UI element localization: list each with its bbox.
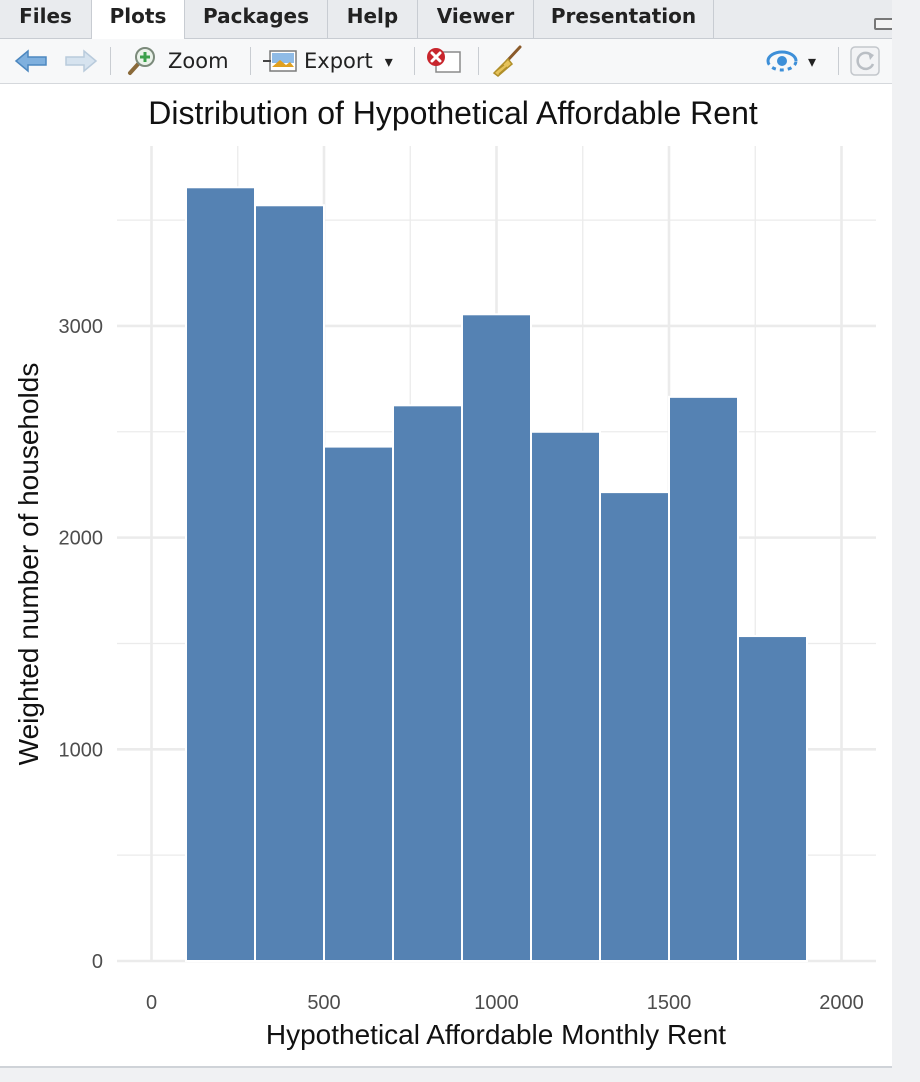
broom-icon: [492, 45, 522, 77]
histogram-bar: [185, 186, 256, 962]
remove-plot-button[interactable]: [424, 39, 464, 83]
x-tick-label: 1500: [647, 992, 692, 1014]
histogram-chart: 0 500 1000 1500 2000 0 1000 2000 3000 Distributio…: [13, 95, 876, 1050]
histogram-bar: [668, 395, 739, 962]
zoom-magnifier-icon: [128, 47, 155, 75]
toolbar-divider: [110, 47, 111, 75]
toolbar-divider: [250, 47, 251, 75]
tab-files[interactable]: Files: [0, 0, 92, 38]
x-tick-label: 2000: [819, 992, 864, 1014]
histogram-bar: [323, 445, 394, 962]
pane-outer-border: [892, 0, 920, 1082]
plots-toolbar: Zoom Export ▾ ▾: [0, 39, 892, 84]
clear-all-plots-button[interactable]: [490, 39, 524, 83]
histogram-bar: [392, 404, 463, 962]
histogram-bar: [737, 635, 808, 963]
export-label: Export: [304, 49, 373, 73]
x-tick-label: 500: [307, 992, 340, 1014]
tab-presentation[interactable]: Presentation: [534, 0, 714, 38]
histogram-bar: [461, 313, 532, 962]
export-button[interactable]: Export ▾: [262, 39, 393, 83]
x-tick-label: 1000: [474, 992, 519, 1014]
toolbar-divider: [478, 47, 479, 75]
plot-viewer: 0 500 1000 1500 2000 0 1000 2000 3000 Distributio…: [0, 84, 894, 1068]
histogram-bar: [530, 430, 601, 962]
zoom-label: Zoom: [168, 49, 229, 73]
tab-help[interactable]: Help: [328, 0, 418, 38]
y-axis-label: Weighted number of households: [13, 363, 44, 766]
y-tick-label: 2000: [59, 528, 104, 550]
x-tick-label: 0: [146, 992, 157, 1014]
export-chevron-down-icon[interactable]: ▾: [384, 51, 393, 71]
refresh-button[interactable]: [850, 39, 880, 83]
chart-title: Distribution of Hypothetical Affordable …: [148, 95, 758, 131]
publish-button[interactable]: ▾: [764, 39, 816, 83]
histogram-bar: [254, 204, 325, 963]
back-arrow-icon: [14, 49, 47, 73]
forward-arrow-icon: [65, 49, 98, 73]
publish-chevron-down-icon[interactable]: ▾: [808, 51, 817, 71]
export-image-icon: [263, 50, 297, 72]
remove-plot-icon: [427, 48, 461, 73]
y-tick-label: 0: [92, 951, 103, 973]
back-button[interactable]: [14, 39, 48, 83]
y-tick-label: 1000: [59, 739, 104, 761]
histogram-bar: [599, 491, 670, 962]
y-tick-label: 3000: [59, 316, 104, 338]
toolbar-divider: [838, 47, 839, 75]
tab-viewer[interactable]: Viewer: [418, 0, 534, 38]
tab-packages[interactable]: Packages: [185, 0, 328, 38]
tab-plots[interactable]: Plots: [91, 0, 185, 39]
pane-bottom-border: [0, 1068, 920, 1082]
toolbar-divider: [414, 47, 415, 75]
refresh-icon: [850, 46, 880, 76]
forward-button[interactable]: [64, 39, 98, 83]
x-axis-label: Hypothetical Affordable Monthly Rent: [266, 1019, 726, 1050]
publish-icon: [766, 50, 798, 72]
zoom-button[interactable]: Zoom: [124, 39, 229, 83]
pane-tab-bar: Files Plots Packages Help Viewer Present…: [0, 0, 920, 39]
